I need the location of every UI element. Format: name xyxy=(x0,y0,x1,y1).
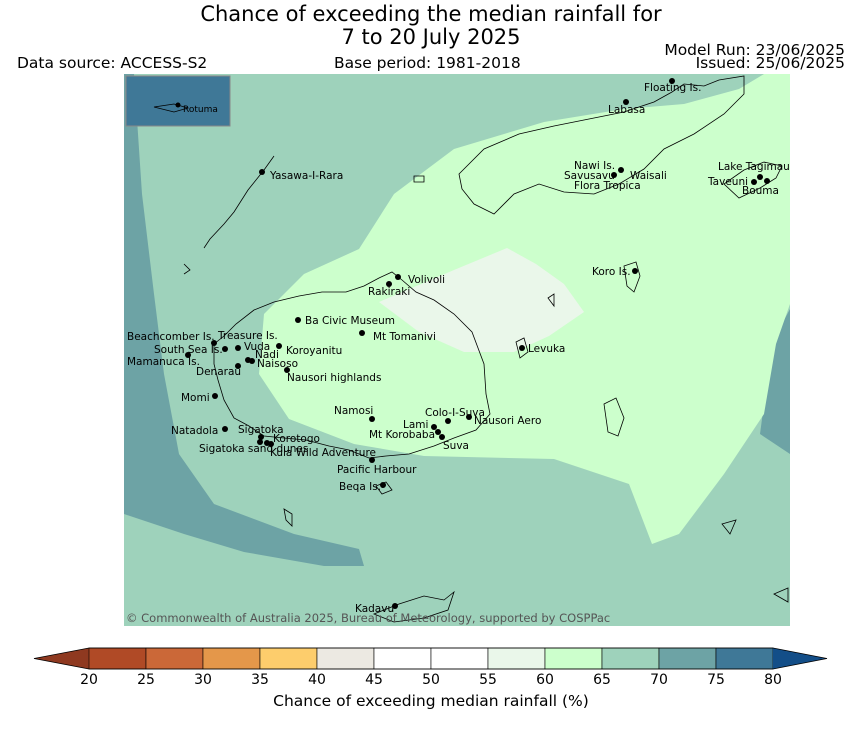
place-yasawa-i-rara: Yasawa-I-Rara xyxy=(269,170,343,182)
place-namosi: Namosi xyxy=(334,405,373,417)
colorbar-under-arrow xyxy=(34,648,89,669)
colorbar-segment xyxy=(658,647,717,670)
zone-55-60 xyxy=(379,248,584,352)
colorbar-tick-label: 35 xyxy=(251,672,269,688)
place-markers: Floating Is. Labasa Yasawa-I-Rara Nawi I… xyxy=(127,78,790,615)
rotuma-inset xyxy=(125,75,231,127)
colorbar-tick-label: 30 xyxy=(194,672,212,688)
kadavu-island xyxy=(372,590,455,623)
place-taveuni: Taveuni xyxy=(707,176,748,188)
place-savusavu: Savusavu xyxy=(564,170,615,182)
place-nausori-aero: Nausori Aero xyxy=(474,415,541,427)
colorbar-segment xyxy=(544,647,603,670)
colorbar-segment xyxy=(373,647,432,670)
place-momi: Momi xyxy=(181,392,210,404)
place-flora-tropica: Flora Tropica xyxy=(574,180,641,192)
place-lake-tagimaucia: Lake Tagimaucia xyxy=(718,161,790,173)
place-kadavu: Kadavu xyxy=(355,603,394,615)
model-run-label: Model Run: 23/06/2025 xyxy=(664,41,845,59)
colorbar xyxy=(30,644,830,676)
place-naisoso: Naisoso xyxy=(257,358,298,370)
colorbar-tick-label: 70 xyxy=(650,672,668,688)
gau-island xyxy=(603,397,625,437)
colorbar-segment xyxy=(145,647,204,670)
place-treasure-is: Treasure Is. xyxy=(217,330,278,342)
colorbar-segment xyxy=(601,647,660,670)
colorbar-tick-label: 55 xyxy=(479,672,497,688)
colorbar-segment xyxy=(487,647,546,670)
colorbar-tick-label: 80 xyxy=(764,672,782,688)
data-source-label: Data source: ACCESS-S2 xyxy=(17,54,208,72)
place-nadi: Nadi xyxy=(255,349,279,361)
place-levuka: Levuka xyxy=(528,343,565,355)
place-mt-korobaba: Mt Korobaba xyxy=(369,429,435,441)
colorbar-segment xyxy=(259,647,318,670)
colorbar-tick-label: 45 xyxy=(365,672,383,688)
place-mamanuca-is: Mamanuca Is. xyxy=(127,356,200,368)
taveuni-island xyxy=(723,161,783,199)
place-nawi-is: Nawi Is. xyxy=(574,160,615,172)
place-pacific-harbour: Pacific Harbour xyxy=(337,464,417,476)
base-period-label: Base period: 1981-2018 xyxy=(334,54,521,72)
koro-island xyxy=(623,261,641,293)
place-waisali: Waisali xyxy=(630,170,667,182)
place-nausori-highlands: Nausori highlands xyxy=(287,372,381,384)
copyright-notice: © Commonwealth of Australia 2025, Bureau… xyxy=(126,611,610,625)
place-bouma: Bouma xyxy=(742,185,779,197)
place-natadola: Natadola xyxy=(171,425,218,437)
place-korotogo: Korotogo xyxy=(273,433,320,445)
colorbar-segment xyxy=(430,647,489,670)
place-sigatoka-sand-dunes: Sigatoka sand dunes xyxy=(199,443,308,455)
inset-label-rotuma: Rotuma xyxy=(183,105,218,115)
colorbar-tick-label: 60 xyxy=(536,672,554,688)
place-beachcomber-is: Beachcomber Is. xyxy=(127,331,215,343)
colorbar-segment xyxy=(316,647,375,670)
place-beqa-is: Beqa Is. xyxy=(339,481,381,493)
place-south-sea-is: South Sea Is. xyxy=(154,344,223,356)
colorbar-segment xyxy=(88,647,147,670)
place-denarau: Denarau xyxy=(196,366,241,378)
place-koro-is: Koro Is. xyxy=(592,266,631,278)
vanua-levu-island xyxy=(458,75,745,215)
place-volivoli: Volivoli xyxy=(408,274,445,286)
colorbar-tick-label: 75 xyxy=(707,672,725,688)
colorbar-tick-label: 20 xyxy=(80,672,98,688)
zone-70-75-west xyxy=(124,74,364,566)
ovalau-island xyxy=(515,337,529,359)
place-labasa: Labasa xyxy=(608,104,645,116)
colorbar-tick-label: 65 xyxy=(593,672,611,688)
colorbar-label: Chance of exceeding median rainfall (%) xyxy=(273,692,589,710)
rainfall-map: Rotuma Floating Is. Labasa Yasawa-I-Rara… xyxy=(124,74,790,626)
place-ba-civic-museum: Ba Civic Museum xyxy=(305,315,395,327)
place-vuda: Vuda xyxy=(244,341,270,353)
place-mt-tomanivi: Mt Tomanivi xyxy=(373,331,436,343)
place-sigatoka: Sigatoka xyxy=(238,424,284,436)
colorbar-segment xyxy=(202,647,261,670)
place-koroyanitu: Koroyanitu xyxy=(286,345,342,357)
colorbar-segment xyxy=(715,647,774,670)
map-title-line-1: Chance of exceeding the median rainfall … xyxy=(200,2,662,26)
place-suva: Suva xyxy=(443,440,469,452)
colorbar-tick-label: 50 xyxy=(422,672,440,688)
map-title-line-2: 7 to 20 July 2025 xyxy=(341,25,521,49)
place-rakiraki: Rakiraki xyxy=(368,286,410,298)
place-lami: Lami xyxy=(403,419,428,431)
issued-label: Issued: 25/06/2025 xyxy=(695,54,845,72)
place-floating-is: Floating Is. xyxy=(644,82,701,94)
place-kula-wild-adventure: Kula Wild Adventure xyxy=(270,447,376,459)
colorbar-tick-label: 25 xyxy=(137,672,155,688)
colorbar-tick-label: 40 xyxy=(308,672,326,688)
zone-70-75-east xyxy=(760,309,790,454)
colorbar-over-arrow xyxy=(773,648,827,669)
